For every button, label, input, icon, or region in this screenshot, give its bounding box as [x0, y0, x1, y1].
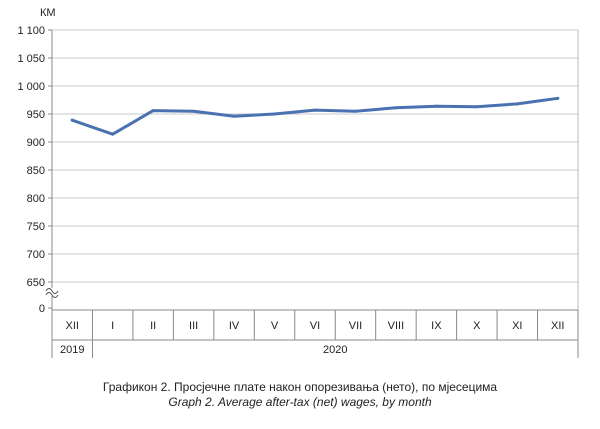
x-tick-label: XII — [66, 320, 79, 332]
data-point — [353, 109, 357, 113]
y-unit-label: КМ — [40, 7, 56, 19]
data-point — [70, 118, 74, 122]
axis-break-mark — [45, 288, 59, 294]
data-point — [273, 112, 277, 116]
data-point — [394, 106, 398, 110]
y-tick-label: 700 — [27, 249, 45, 261]
x-tick-label: II — [150, 320, 156, 332]
data-point — [475, 105, 479, 109]
x-tick-label: XII — [551, 320, 564, 332]
x-year-label: 2019 — [60, 344, 84, 356]
x-tick-label: I — [111, 320, 114, 332]
data-point — [151, 109, 155, 113]
y-tick-label: 1 100 — [17, 25, 45, 37]
data-point — [192, 109, 196, 113]
y-tick-label: 1 000 — [17, 81, 45, 93]
y-tick-label: 0 — [39, 303, 45, 315]
x-tick-label: VII — [349, 320, 362, 332]
caption-english: Graph 2. Average after-tax (net) wages, … — [168, 395, 432, 409]
y-tick-label: 900 — [27, 137, 45, 149]
series-line — [70, 96, 560, 136]
y-tick-label: 850 — [27, 165, 45, 177]
y-tick-label: 1 050 — [17, 53, 45, 65]
x-tick-label: V — [271, 320, 279, 332]
y-tick-label: 750 — [27, 221, 45, 233]
data-point — [232, 114, 236, 118]
data-point — [313, 108, 317, 112]
axis-break-mark — [45, 292, 59, 298]
data-point — [111, 132, 115, 136]
y-tick-label: 950 — [27, 109, 45, 121]
x-year-label: 2020 — [323, 344, 347, 356]
gridlines — [52, 29, 579, 310]
y-tick-label: 650 — [27, 277, 45, 289]
x-tick-label: VIII — [388, 320, 405, 332]
x-tick-label: X — [473, 320, 481, 332]
x-tick-label: VI — [310, 320, 320, 332]
series-line-group — [70, 96, 560, 136]
x-tick-label: III — [189, 320, 198, 332]
x-tick-label: IX — [431, 320, 442, 332]
x-tick-label: IV — [229, 320, 240, 332]
data-point — [556, 96, 560, 100]
data-point — [515, 102, 519, 106]
y-axis: 1 100 1 050 1 000 950 900 850 800 750 700 650 0 — [17, 25, 59, 315]
y-tick-label: 800 — [27, 193, 45, 205]
caption-cyrillic: Графикон 2. Просјечне плате након опорез… — [102, 380, 498, 394]
data-point — [434, 104, 438, 108]
x-tick-label: XI — [512, 320, 522, 332]
